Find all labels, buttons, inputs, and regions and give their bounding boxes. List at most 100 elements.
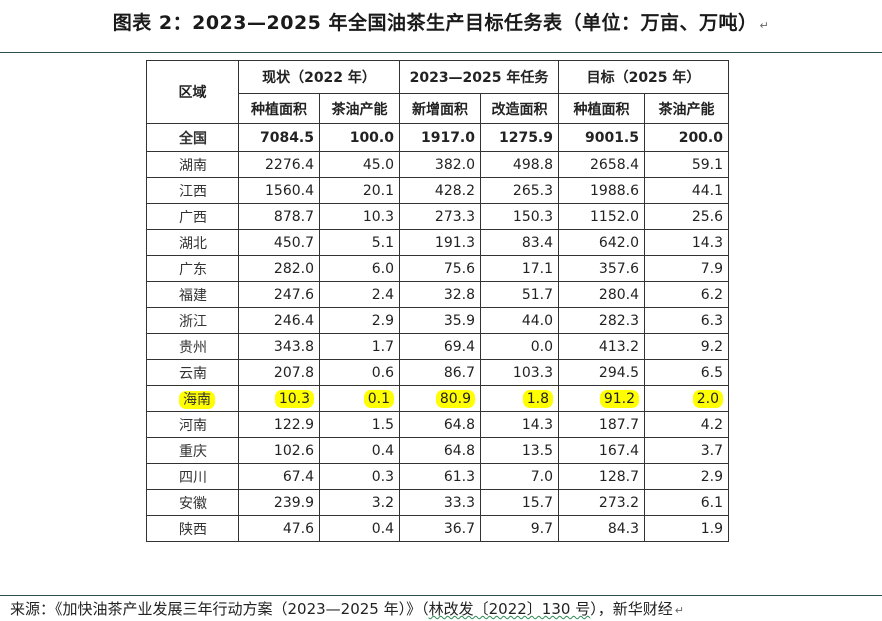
value-cell: 14.3 — [644, 229, 729, 256]
data-table: 区域 现状（2022 年） 2023—2025 年任务 目标（2025 年） 种… — [146, 60, 729, 542]
value-cell: 10.3 — [319, 203, 400, 230]
value-cell: 0.0 — [480, 333, 559, 360]
header-region: 区域 — [146, 60, 239, 124]
value-cell: 2.0 — [644, 385, 729, 412]
value-cell: 64.8 — [399, 437, 481, 464]
header-sub: 茶油产能 — [644, 93, 729, 124]
header-row-sub: 种植面积 茶油产能 新增面积 改造面积 种植面积 茶油产能 — [147, 93, 729, 124]
value-cell: 167.4 — [558, 437, 645, 464]
value-cell: 428.2 — [399, 177, 481, 204]
table-row: 安徽 239.9 3.2 33.3 15.7 273.2 6.1 — [146, 489, 729, 516]
region-cell: 江西 — [146, 177, 239, 204]
header-sub: 茶油产能 — [319, 93, 400, 124]
region-cell: 贵州 — [146, 333, 239, 360]
region-cell: 海南 — [146, 385, 239, 412]
value-cell: 7084.5 — [238, 123, 320, 152]
region-cell: 湖北 — [146, 229, 239, 256]
value-cell: 122.9 — [238, 411, 320, 438]
header-group-current: 现状（2022 年） — [238, 60, 400, 94]
value-cell: 239.9 — [238, 489, 320, 516]
paragraph-mark-icon: ↵ — [759, 19, 770, 32]
table-row: 浙江 246.4 2.9 35.9 44.0 282.3 6.3 — [146, 307, 729, 334]
value-cell: 75.6 — [399, 255, 481, 282]
value-cell: 273.2 — [558, 489, 645, 516]
header-sub: 种植面积 — [558, 93, 645, 124]
value-cell: 282.3 — [558, 307, 645, 334]
highlight-mark: 0.1 — [363, 389, 394, 408]
table-row: 湖南 2276.4 45.0 382.0 498.8 2658.4 59.1 — [146, 151, 729, 178]
value-cell: 642.0 — [558, 229, 645, 256]
value-cell: 0.4 — [319, 437, 400, 464]
source-prefix: 来源：《加快油茶产业发展三年行动方案（2023—2025 年）》（ — [10, 600, 429, 618]
value-cell: 67.4 — [238, 463, 320, 490]
value-cell: 44.1 — [644, 177, 729, 204]
value-cell: 9.7 — [480, 515, 559, 542]
value-cell: 282.0 — [238, 255, 320, 282]
value-cell: 450.7 — [238, 229, 320, 256]
value-cell: 265.3 — [480, 177, 559, 204]
value-cell: 33.3 — [399, 489, 481, 516]
source-doc-number: 林改发〔2022〕130 号 — [428, 600, 591, 618]
highlight-mark: 10.3 — [274, 389, 314, 408]
table-row-national: 全国 7084.5 100.0 1917.0 1275.9 9001.5 200.0 — [146, 123, 729, 152]
value-cell: 20.1 — [319, 177, 400, 204]
value-cell: 1.9 — [644, 515, 729, 542]
value-cell: 3.7 — [644, 437, 729, 464]
value-cell: 10.3 — [238, 385, 320, 412]
value-cell: 1.5 — [319, 411, 400, 438]
value-cell: 15.7 — [480, 489, 559, 516]
value-cell: 6.5 — [644, 359, 729, 386]
value-cell: 280.4 — [558, 281, 645, 308]
value-cell: 61.3 — [399, 463, 481, 490]
header-sub: 新增面积 — [399, 93, 481, 124]
highlight-mark: 2.0 — [692, 389, 723, 408]
value-cell: 6.0 — [319, 255, 400, 282]
table-row: 广西 878.7 10.3 273.3 150.3 1152.0 25.6 — [146, 203, 729, 230]
source-suffix: ），新华财经 — [590, 600, 673, 618]
value-cell: 0.6 — [319, 359, 400, 386]
value-cell: 9001.5 — [558, 123, 645, 152]
bottom-divider — [0, 595, 882, 596]
region-cell: 福建 — [146, 281, 239, 308]
value-cell: 207.8 — [238, 359, 320, 386]
region-cell: 云南 — [146, 359, 239, 386]
value-cell: 1560.4 — [238, 177, 320, 204]
value-cell: 100.0 — [319, 123, 400, 152]
value-cell: 357.6 — [558, 255, 645, 282]
value-cell: 102.6 — [238, 437, 320, 464]
table-row: 福建 247.6 2.4 32.8 51.7 280.4 6.2 — [146, 281, 729, 308]
value-cell: 1275.9 — [480, 123, 559, 152]
highlight-mark: 91.2 — [599, 389, 639, 408]
region-cell: 浙江 — [146, 307, 239, 334]
value-cell: 343.8 — [238, 333, 320, 360]
header-group-target: 目标（2025 年） — [558, 60, 729, 94]
value-cell: 128.7 — [558, 463, 645, 490]
table-row: 海南 10.3 0.1 80.9 1.8 91.2 2.0 — [146, 385, 729, 412]
value-cell: 1917.0 — [399, 123, 481, 152]
table-body: 全国 7084.5 100.0 1917.0 1275.9 9001.5 200.0 湖南 22… — [146, 123, 729, 542]
value-cell: 4.2 — [644, 411, 729, 438]
header-group-task: 2023—2025 年任务 — [399, 60, 559, 94]
table-row: 湖北 450.7 5.1 191.3 83.4 642.0 14.3 — [146, 229, 729, 256]
value-cell: 6.2 — [644, 281, 729, 308]
table-title: 图表 2：2023—2025 年全国油茶生产目标任务表（单位：万亩、万吨） ↵ — [112, 12, 770, 34]
value-cell: 1.7 — [319, 333, 400, 360]
table-row: 江西 1560.4 20.1 428.2 265.3 1988.6 44.1 — [146, 177, 729, 204]
region-cell: 安徽 — [146, 489, 239, 516]
value-cell: 2658.4 — [558, 151, 645, 178]
value-cell: 25.6 — [644, 203, 729, 230]
value-cell: 0.1 — [319, 385, 400, 412]
region-cell: 重庆 — [146, 437, 239, 464]
value-cell: 32.8 — [399, 281, 481, 308]
value-cell: 1988.6 — [558, 177, 645, 204]
value-cell: 294.5 — [558, 359, 645, 386]
value-cell: 69.4 — [399, 333, 481, 360]
value-cell: 35.9 — [399, 307, 481, 334]
top-divider — [0, 52, 882, 53]
value-cell: 59.1 — [644, 151, 729, 178]
region-cell: 全国 — [146, 123, 239, 152]
header-sub: 改造面积 — [480, 93, 559, 124]
value-cell: 13.5 — [480, 437, 559, 464]
value-cell: 83.4 — [480, 229, 559, 256]
value-cell: 2.4 — [319, 281, 400, 308]
